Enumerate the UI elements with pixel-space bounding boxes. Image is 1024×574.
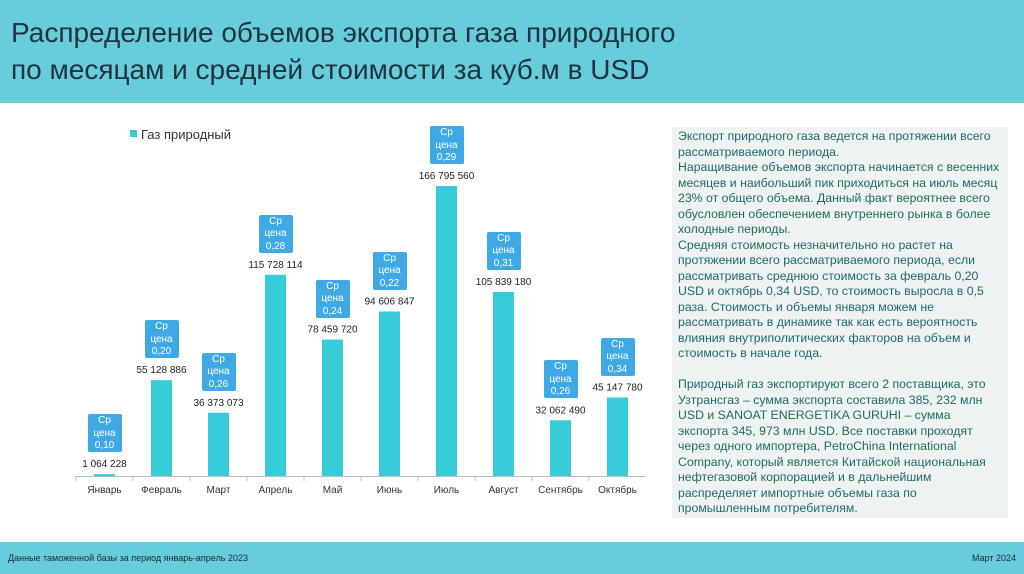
price-text: 0,24 — [322, 305, 343, 317]
price-text: 0,26 — [550, 386, 571, 398]
bar-1 — [151, 380, 172, 476]
value-label: 78 459 720 — [307, 325, 357, 336]
price-text: цена — [93, 427, 116, 439]
category-label: Май — [323, 485, 343, 496]
bar-3 — [265, 274, 286, 476]
price-text: Ср — [269, 215, 282, 227]
price-text: цена — [150, 333, 173, 345]
page-title: Распределение объемов экспорта газа прир… — [11, 17, 676, 85]
price-box: Ср цена 0,29 — [429, 126, 464, 164]
category-label: Февраль — [141, 485, 182, 496]
price-text: цена — [264, 228, 287, 240]
bar-2 — [208, 412, 229, 476]
footer-date: Март 2024 — [971, 553, 1016, 563]
price-text: цена — [549, 373, 572, 385]
price-box: Ср цена 0,10 — [87, 414, 122, 453]
price-box: Ср цена 0,28 — [258, 214, 293, 253]
price-box: Ср цена 0,31 — [486, 231, 521, 270]
price-text: цена — [321, 293, 344, 305]
value-label: 115 728 114 — [248, 260, 303, 271]
price-text: цена — [207, 366, 230, 378]
bar-8 — [550, 420, 571, 476]
category-label: Октябрь — [598, 484, 637, 496]
price-text: Ср — [497, 232, 510, 244]
value-label: 45 147 780 — [592, 383, 642, 394]
category-label: Апрель — [259, 485, 293, 496]
price-text: Ср — [212, 353, 225, 365]
header-band: Распределение объемов экспорта газа прир… — [0, 0, 1024, 103]
category-label: Март — [207, 485, 231, 496]
price-box: Ср цена 0,26 — [543, 360, 578, 399]
price-text: 0,29 — [436, 152, 457, 163]
price-text: цена — [606, 351, 629, 362]
price-text: Ср — [611, 338, 624, 350]
category-label: Август — [488, 485, 519, 496]
price-box: Ср цена 0,20 — [144, 320, 179, 359]
footer-source: Данные таможенной базы за период январь-… — [8, 553, 248, 563]
price-text: 0,34 — [607, 363, 628, 375]
category-label: Июль — [434, 485, 460, 496]
price-text: 0,20 — [151, 346, 172, 358]
value-label: 32 062 490 — [535, 405, 585, 416]
bar-5 — [379, 311, 400, 476]
category-label: Сентябрь — [538, 484, 583, 496]
category-label: Январь — [87, 485, 121, 496]
price-text: Ср — [98, 415, 111, 427]
price-text: Ср — [554, 361, 567, 373]
price-text: цена — [435, 139, 458, 151]
value-label: 36 373 073 — [193, 398, 243, 409]
legend-swatch — [130, 130, 137, 137]
footer-band: Данные таможенной базы за период январь-… — [0, 542, 1024, 574]
price-box: Ср цена 0,34 — [600, 337, 635, 376]
price-text: Ср — [383, 252, 396, 264]
bar-7 — [493, 291, 514, 476]
bar-4 — [322, 339, 343, 476]
bar-6 — [436, 186, 457, 476]
commentary-panel: Экспорт природного газа ведется на протя… — [672, 127, 1008, 518]
price-box: Ср цена 0,24 — [315, 279, 350, 318]
price-text: 0,28 — [265, 240, 286, 252]
price-text: цена — [492, 245, 515, 257]
category-label: Июнь — [377, 485, 402, 496]
value-label: 55 128 886 — [136, 365, 186, 376]
price-text: 0,26 — [208, 378, 229, 390]
value-label: 166 795 560 — [419, 171, 475, 182]
bar-9 — [607, 397, 628, 476]
price-text: Ср — [326, 280, 339, 292]
price-text: 0,10 — [94, 440, 115, 452]
price-box: Ср цена 0,22 — [372, 251, 407, 290]
price-text: 0,31 — [493, 257, 514, 269]
legend-label: Газ природный — [141, 127, 231, 142]
price-box: Ср цена 0,26 — [201, 352, 236, 391]
bar-chart: Газ природный 1 064 228 Январь 55 128 886 Фе… — [0, 103, 660, 542]
value-label: 105 839 180 — [476, 277, 532, 288]
bar-0 — [94, 474, 115, 477]
value-label: 94 606 847 — [364, 297, 414, 308]
value-label: 1 064 228 — [82, 459, 127, 470]
price-text: цена — [378, 265, 401, 276]
price-text: 0,22 — [379, 277, 400, 289]
chart-svg: Газ природный 1 064 228 Январь 55 128 886 Фе… — [75, 127, 646, 496]
price-text: Ср — [155, 321, 168, 333]
price-text: Ср — [440, 127, 453, 138]
